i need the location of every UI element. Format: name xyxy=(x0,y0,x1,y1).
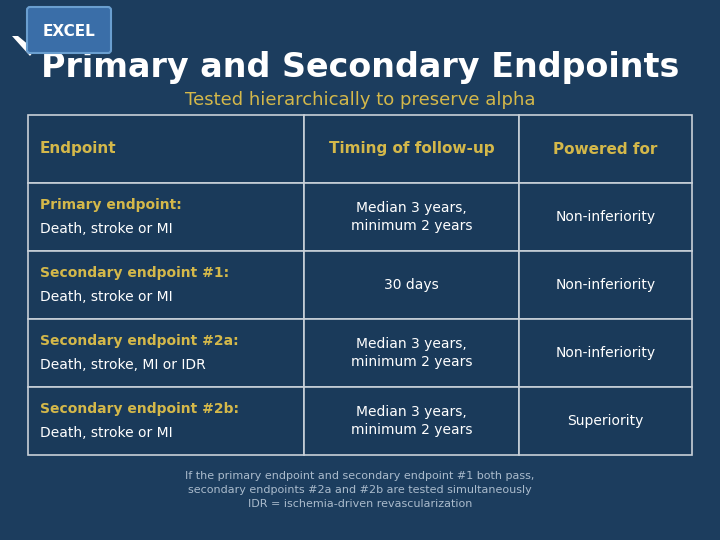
Text: Endpoint: Endpoint xyxy=(40,141,117,157)
Text: Death, stroke or MI: Death, stroke or MI xyxy=(40,222,173,236)
Bar xyxy=(519,115,692,183)
Text: If the primary endpoint and secondary endpoint #1 both pass,
secondary endpoints: If the primary endpoint and secondary en… xyxy=(185,471,535,509)
Bar xyxy=(519,183,692,251)
Polygon shape xyxy=(12,12,64,56)
Bar xyxy=(304,387,519,455)
Text: Death, stroke or MI: Death, stroke or MI xyxy=(40,290,173,304)
Text: Tested hierarchically to preserve alpha: Tested hierarchically to preserve alpha xyxy=(185,91,535,109)
Text: Death, stroke or MI: Death, stroke or MI xyxy=(40,426,173,440)
Bar xyxy=(28,319,304,387)
Bar xyxy=(304,183,519,251)
Text: Median 3 years,
minimum 2 years: Median 3 years, minimum 2 years xyxy=(351,201,472,233)
Text: Secondary endpoint #2a:: Secondary endpoint #2a: xyxy=(40,334,238,348)
FancyBboxPatch shape xyxy=(27,7,111,53)
Bar xyxy=(519,319,692,387)
Text: 30 days: 30 days xyxy=(384,278,438,292)
Text: Secondary endpoint #1:: Secondary endpoint #1: xyxy=(40,266,229,280)
Text: Primary endpoint:: Primary endpoint: xyxy=(40,198,181,212)
Bar xyxy=(304,319,519,387)
Text: Median 3 years,
minimum 2 years: Median 3 years, minimum 2 years xyxy=(351,405,472,437)
Text: Secondary endpoint #2b:: Secondary endpoint #2b: xyxy=(40,402,239,416)
Text: Median 3 years,
minimum 2 years: Median 3 years, minimum 2 years xyxy=(351,337,472,369)
Bar xyxy=(519,251,692,319)
Bar xyxy=(28,387,304,455)
Bar xyxy=(28,183,304,251)
Bar xyxy=(304,251,519,319)
Bar xyxy=(304,115,519,183)
Text: Non-inferiority: Non-inferiority xyxy=(556,278,656,292)
Bar xyxy=(28,251,304,319)
Text: Death, stroke, MI or IDR: Death, stroke, MI or IDR xyxy=(40,358,206,372)
Text: Powered for: Powered for xyxy=(554,141,658,157)
Text: Non-inferiority: Non-inferiority xyxy=(556,210,656,224)
Text: Superiority: Superiority xyxy=(567,414,644,428)
Bar xyxy=(28,115,304,183)
Text: EXCEL: EXCEL xyxy=(42,24,95,39)
Text: Timing of follow-up: Timing of follow-up xyxy=(328,141,494,157)
Text: Non-inferiority: Non-inferiority xyxy=(556,346,656,360)
Bar xyxy=(519,387,692,455)
Text: Primary and Secondary Endpoints: Primary and Secondary Endpoints xyxy=(41,51,679,84)
